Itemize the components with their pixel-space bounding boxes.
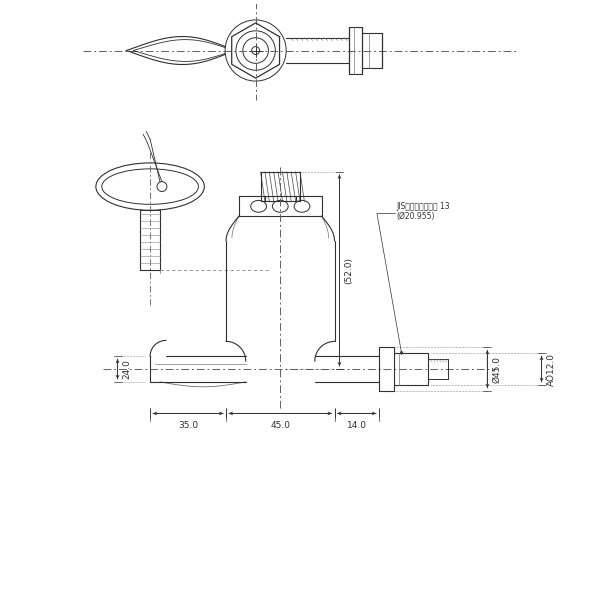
Text: 14.0: 14.0 bbox=[347, 421, 367, 430]
Text: 45.0: 45.0 bbox=[270, 421, 290, 430]
Text: AÖ12.0: AÖ12.0 bbox=[547, 353, 556, 386]
Text: 35.0: 35.0 bbox=[178, 421, 198, 430]
Text: (Ø20.955): (Ø20.955) bbox=[397, 212, 435, 221]
Text: JIS給水栓取付ねじ 13: JIS給水栓取付ねじ 13 bbox=[397, 202, 450, 211]
Text: 24.0: 24.0 bbox=[122, 359, 131, 379]
Text: (52.0): (52.0) bbox=[344, 257, 353, 284]
Text: Ø45.0: Ø45.0 bbox=[492, 356, 501, 383]
